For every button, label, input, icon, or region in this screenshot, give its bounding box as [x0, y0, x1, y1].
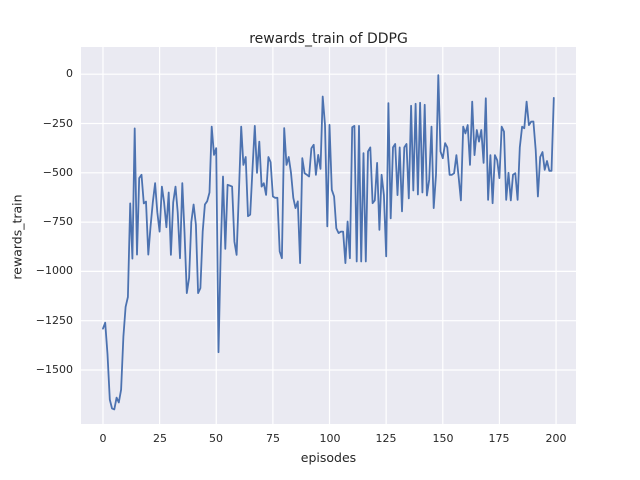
x-tick-label: 125 [375, 432, 397, 445]
chart-title: rewards_train of DDPG [249, 31, 408, 47]
y-tick-label: −250 [42, 117, 73, 130]
y-tick-label: −1250 [35, 314, 73, 327]
y-tick-label: −750 [42, 215, 73, 228]
y-tick-label: −1500 [35, 363, 73, 376]
x-axis-label: episodes [300, 450, 357, 465]
x-tick-label: 150 [432, 432, 454, 445]
x-tick-label: 25 [153, 432, 167, 445]
reward-line [102, 74, 555, 411]
y-tick-label: −1000 [35, 264, 73, 277]
y-tick-label: −500 [42, 166, 73, 179]
x-tick-label: 100 [319, 432, 341, 445]
x-tick-label: 200 [545, 432, 567, 445]
y-tick-label: 0 [66, 67, 73, 80]
x-tick-label: 175 [488, 432, 510, 445]
x-tick-label: 0 [99, 432, 107, 445]
axes-background [81, 47, 576, 424]
x-tick-label: 50 [209, 432, 223, 445]
x-tick-label: 75 [266, 432, 280, 445]
